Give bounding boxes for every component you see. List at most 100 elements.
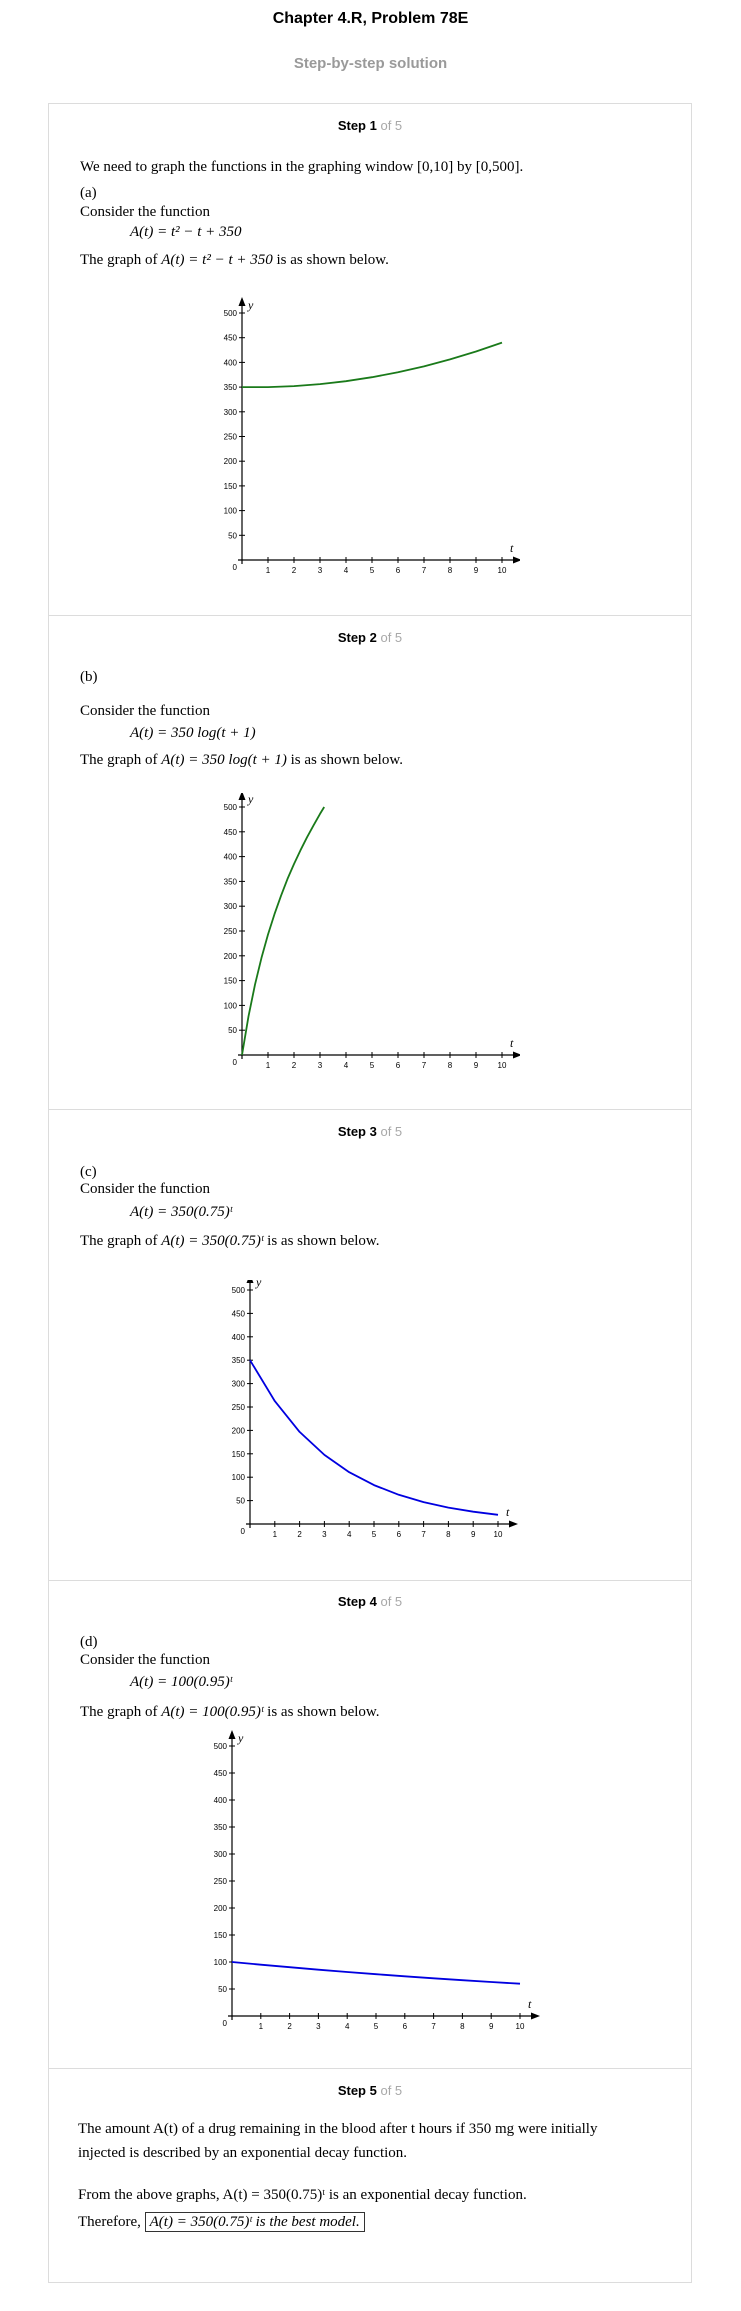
- x-tick-label: 6: [403, 2022, 408, 2031]
- graph-caption-formula: A(t) = t² − t + 350: [161, 252, 273, 268]
- x-tick-label: 7: [421, 1530, 426, 1539]
- graph-caption: The graph of A(t) = 100(0.95)ᵗ is as sho…: [80, 1704, 380, 1720]
- part-label: (b): [80, 669, 98, 685]
- x-tick-label: 10: [494, 1530, 503, 1539]
- step-total: of 5: [380, 1594, 403, 1609]
- function-formula: A(t) = 100(0.95)ᵗ: [130, 1674, 233, 1690]
- y-tick-label: 250: [214, 1877, 228, 1886]
- step-total: of 5: [380, 630, 403, 645]
- y-tick-label: 350: [232, 1356, 246, 1365]
- y-axis-arrow: [228, 1730, 236, 1739]
- x-tick-label: 10: [516, 2022, 525, 2031]
- y-tick-label: 350: [214, 1823, 228, 1832]
- y-tick-label: 350: [224, 877, 238, 886]
- step-number: Step 4: [337, 1594, 377, 1609]
- x-tick-label: 8: [446, 1530, 451, 1539]
- y-tick-label: 100: [214, 1958, 228, 1967]
- step-total: of 5: [380, 118, 403, 133]
- graph-caption-formula: A(t) = 350 log(t + 1): [161, 752, 287, 768]
- y-axis-arrow: [238, 793, 246, 800]
- conclusion-line-3: From the above graphs, A(t) = 350(0.75)ᵗ…: [78, 2187, 527, 2203]
- step-4-label: Step 4 of 5: [48, 1594, 692, 1609]
- y-tick-label: 250: [224, 433, 238, 442]
- y-tick-label: 500: [214, 1742, 228, 1751]
- x-axis-name: t: [510, 1036, 514, 1050]
- x-tick-label: 7: [422, 1061, 427, 1070]
- y-axis-name: y: [237, 1731, 244, 1745]
- x-axis-arrow: [513, 1051, 520, 1059]
- y-tick-label: 500: [232, 1286, 246, 1295]
- x-tick-label: 1: [259, 2022, 264, 2031]
- y-tick-label: 500: [224, 803, 238, 812]
- y-axis-name: y: [247, 298, 254, 312]
- step-total: of 5: [380, 1124, 403, 1139]
- graph-b: 1 2 3 4 5 6 7 8 9 10 50 100 150 200 250 300 350 400 450 500…: [224, 793, 520, 1070]
- x-axis-name: t: [506, 1505, 510, 1519]
- conclusion-line-4: Therefore, A(t) = 350(0.75)ᵗ is the best…: [78, 2212, 365, 2232]
- x-tick-label: 3: [318, 1061, 323, 1070]
- step-number: Step 5: [337, 2083, 377, 2098]
- x-axis-arrow: [531, 2012, 540, 2020]
- function-formula: A(t) = t² − t + 350: [130, 224, 242, 240]
- x-tick-label: 2: [297, 1530, 302, 1539]
- x-tick-label: 3: [322, 1530, 327, 1539]
- x-tick-label: 2: [292, 566, 297, 575]
- function-formula: A(t) = 350(0.75)ᵗ: [130, 1204, 233, 1220]
- y-tick-label: 200: [224, 952, 238, 961]
- graph-caption: The graph of A(t) = 350 log(t + 1) is as…: [80, 752, 403, 768]
- y-tick-label: 250: [232, 1403, 246, 1412]
- x-tick-label: 2: [292, 1061, 297, 1070]
- x-axis-arrow: [509, 1520, 518, 1528]
- consider-text: Consider the function: [80, 1652, 210, 1668]
- consider-text: Consider the function: [80, 703, 210, 719]
- graph-a: 1 2 3 4 5 6 7 8 9 10 50 100 150 200 250 300 350 400 450 500…: [224, 297, 520, 575]
- x-tick-label: 6: [396, 1061, 401, 1070]
- x-tick-label: 9: [474, 566, 479, 575]
- x-tick-label: 4: [347, 1530, 352, 1539]
- y-tick-label: 150: [224, 977, 238, 986]
- function-curve: [241, 806, 325, 1056]
- conclusion-line-1: The amount A(t) of a drug remaining in t…: [78, 2121, 598, 2137]
- origin-label: 0: [233, 563, 238, 572]
- x-tick-label: 10: [498, 1061, 507, 1070]
- x-axis-name: t: [510, 541, 514, 555]
- y-axis-arrow: [246, 1280, 254, 1283]
- x-tick-label: 9: [471, 1530, 476, 1539]
- x-tick-label: 7: [422, 566, 427, 575]
- x-tick-label: 3: [316, 2022, 321, 2031]
- y-tick-label: 400: [232, 1333, 246, 1342]
- x-tick-label: 1: [266, 566, 271, 575]
- step-5-label: Step 5 of 5: [48, 2083, 692, 2098]
- graph-d: 1 2 3 4 5 6 7 8 9 10 50 100 150 200 250 300 350 400 450 500…: [214, 1730, 540, 2031]
- x-tick-label: 8: [460, 2022, 465, 2031]
- y-tick-label: 300: [232, 1380, 246, 1389]
- y-tick-label: 400: [214, 1796, 228, 1805]
- solution-panel: [48, 103, 692, 2283]
- y-tick-label: 200: [232, 1426, 246, 1435]
- x-tick-label: 8: [448, 1061, 453, 1070]
- x-tick-label: 5: [370, 566, 375, 575]
- step-divider: [48, 615, 692, 616]
- graph-caption: The graph of A(t) = 350(0.75)ᵗ is as sho…: [80, 1233, 380, 1249]
- y-tick-label: 200: [224, 457, 238, 466]
- x-axis-arrow: [513, 556, 520, 564]
- y-tick-label: 150: [214, 1931, 228, 1940]
- step-2-label: Step 2 of 5: [48, 630, 692, 645]
- y-axis-name: y: [255, 1280, 262, 1289]
- step-1-intro: We need to graph the functions in the gr…: [80, 159, 524, 175]
- x-tick-label: 2: [287, 2022, 292, 2031]
- y-tick-label: 350: [224, 383, 238, 392]
- part-label: (c): [80, 1164, 97, 1180]
- x-tick-label: 8: [448, 566, 453, 575]
- function-curve: [231, 1961, 521, 1985]
- y-tick-label: 500: [224, 309, 238, 318]
- x-tick-label: 7: [431, 2022, 436, 2031]
- x-tick-label: 1: [273, 1530, 278, 1539]
- x-tick-label: 4: [345, 2022, 350, 2031]
- y-tick-label: 100: [224, 507, 238, 516]
- x-tick-label: 9: [474, 1061, 479, 1070]
- y-tick-label: 200: [214, 1904, 228, 1913]
- x-tick-label: 4: [344, 1061, 349, 1070]
- origin-label: 0: [233, 1058, 238, 1067]
- function-formula: A(t) = 350 log(t + 1): [130, 725, 256, 741]
